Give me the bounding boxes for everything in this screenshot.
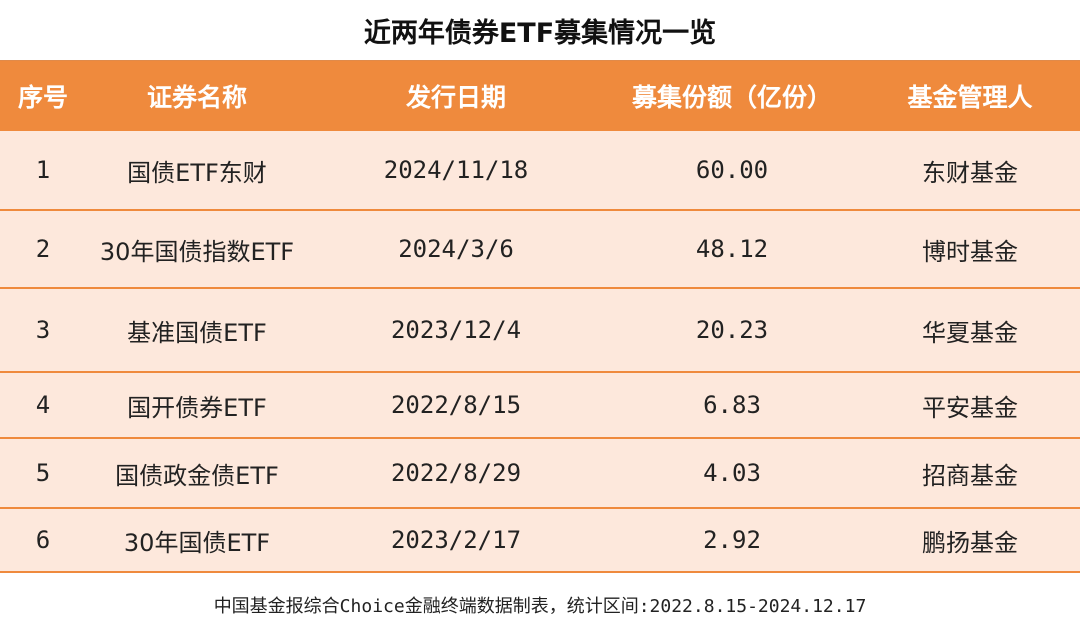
table-row: 5 国债政金债ETF 2022/8/29 4.03 招商基金 bbox=[0, 438, 1080, 509]
table-title: 近两年债券ETF募集情况一览 bbox=[0, 0, 1080, 61]
header-amount: 募集份额（亿份） bbox=[631, 83, 832, 112]
etf-table: 序号 证券名称 发行日期 募集份额（亿份） 基金管理人 1 国债ETF东财 20… bbox=[0, 61, 1080, 573]
cell-date: 2022/8/15 bbox=[308, 372, 604, 439]
cell-manager: 招商基金 bbox=[860, 438, 1080, 509]
table-row: 1 国债ETF东财 2024/11/18 60.00 东财基金 bbox=[0, 131, 1080, 211]
cell-name: 国开债券ETF bbox=[86, 372, 308, 439]
cell-no: 1 bbox=[0, 131, 86, 211]
cell-amount: 4.03 bbox=[604, 438, 860, 509]
cell-name: 基准国债ETF bbox=[86, 288, 308, 373]
cell-date: 2024/11/18 bbox=[308, 131, 604, 211]
cell-manager: 平安基金 bbox=[860, 372, 1080, 439]
cell-manager: 博时基金 bbox=[860, 210, 1080, 289]
cell-amount: 6.83 bbox=[604, 372, 860, 439]
header-name: 证券名称 bbox=[146, 83, 247, 112]
cell-no: 4 bbox=[0, 372, 86, 439]
cell-date: 2024/3/6 bbox=[308, 210, 604, 289]
cell-amount: 60.00 bbox=[604, 131, 860, 211]
cell-name: 国债ETF东财 bbox=[86, 131, 308, 211]
cell-amount: 2.92 bbox=[604, 508, 860, 573]
cell-amount: 20.23 bbox=[604, 288, 860, 373]
cell-no: 6 bbox=[0, 508, 86, 573]
cell-name: 30年国债指数ETF bbox=[86, 210, 308, 289]
cell-no: 3 bbox=[0, 288, 86, 373]
header-no: 序号 bbox=[17, 83, 68, 112]
source-note: 中国基金报综合Choice金融终端数据制表，统计区间:2022.8.15-202… bbox=[0, 573, 1080, 637]
table-row: 2 30年国债指数ETF 2024/3/6 48.12 博时基金 bbox=[0, 210, 1080, 289]
cell-amount: 48.12 bbox=[604, 210, 860, 289]
cell-date: 2023/12/4 bbox=[308, 288, 604, 373]
cell-date: 2023/2/17 bbox=[308, 508, 604, 573]
header-date: 发行日期 bbox=[405, 83, 506, 112]
cell-name: 国债政金债ETF bbox=[86, 438, 308, 509]
cell-manager: 鹏扬基金 bbox=[860, 508, 1080, 573]
cell-manager: 华夏基金 bbox=[860, 288, 1080, 373]
table-row: 3 基准国债ETF 2023/12/4 20.23 华夏基金 bbox=[0, 288, 1080, 373]
table-row: 4 国开债券ETF 2022/8/15 6.83 平安基金 bbox=[0, 372, 1080, 439]
cell-manager: 东财基金 bbox=[860, 131, 1080, 211]
cell-name: 30年国债ETF bbox=[86, 508, 308, 573]
cell-no: 5 bbox=[0, 438, 86, 509]
table-header-row: 序号 证券名称 发行日期 募集份额（亿份） 基金管理人 bbox=[0, 61, 1080, 131]
header-manager: 基金管理人 bbox=[907, 83, 1033, 112]
table-row: 6 30年国债ETF 2023/2/17 2.92 鹏扬基金 bbox=[0, 508, 1080, 573]
cell-no: 2 bbox=[0, 210, 86, 289]
cell-date: 2022/8/29 bbox=[308, 438, 604, 509]
